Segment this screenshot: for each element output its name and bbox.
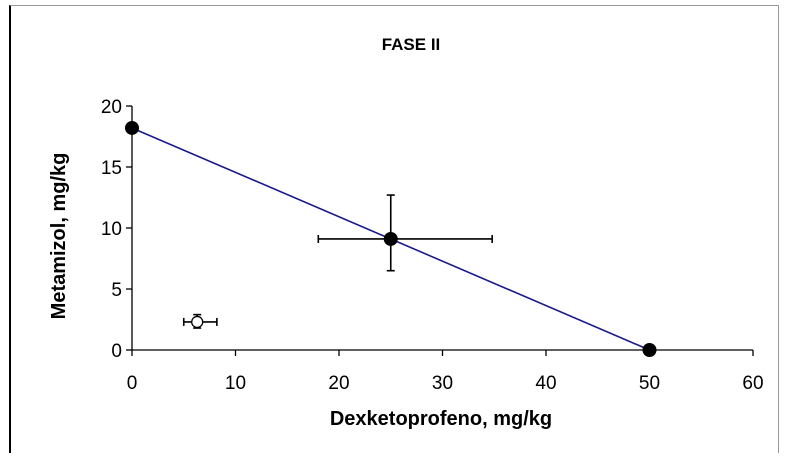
x-tick-label: 10 [225,373,246,394]
chart-title: FASE II [382,35,441,54]
filled-data-point [383,231,398,246]
x-tick-label: 0 [127,373,138,394]
chart-frame [9,5,779,453]
y-axis-label: Metamizol, mg/kg [48,153,70,320]
x-tick-label: 60 [742,373,763,394]
y-tick-label: 15 [101,158,122,179]
plot-area: 0 10 20 30 40 50 60 0 5 10 15 20 [101,97,764,394]
y-tick-label: 10 [101,219,122,240]
filled-data-point [642,343,657,357]
y-tick-label: 0 [111,341,122,362]
x-tick-label: 20 [328,373,349,394]
y-tick-label: 20 [101,97,122,118]
x-tick-label: 50 [639,373,660,394]
open-data-point [191,315,204,329]
x-tick-label: 40 [535,373,556,394]
x-tick-label: 30 [432,373,453,394]
x-axis-label: Dexketoprofeno, mg/kg [330,408,552,430]
filled-data-point [125,120,139,135]
y-tick-label: 5 [111,280,122,301]
